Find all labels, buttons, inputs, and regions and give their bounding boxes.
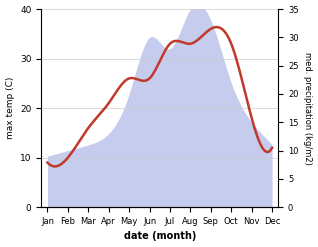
Y-axis label: max temp (C): max temp (C) — [5, 77, 15, 139]
X-axis label: date (month): date (month) — [124, 231, 196, 242]
Y-axis label: med. precipitation (kg/m2): med. precipitation (kg/m2) — [303, 52, 313, 165]
